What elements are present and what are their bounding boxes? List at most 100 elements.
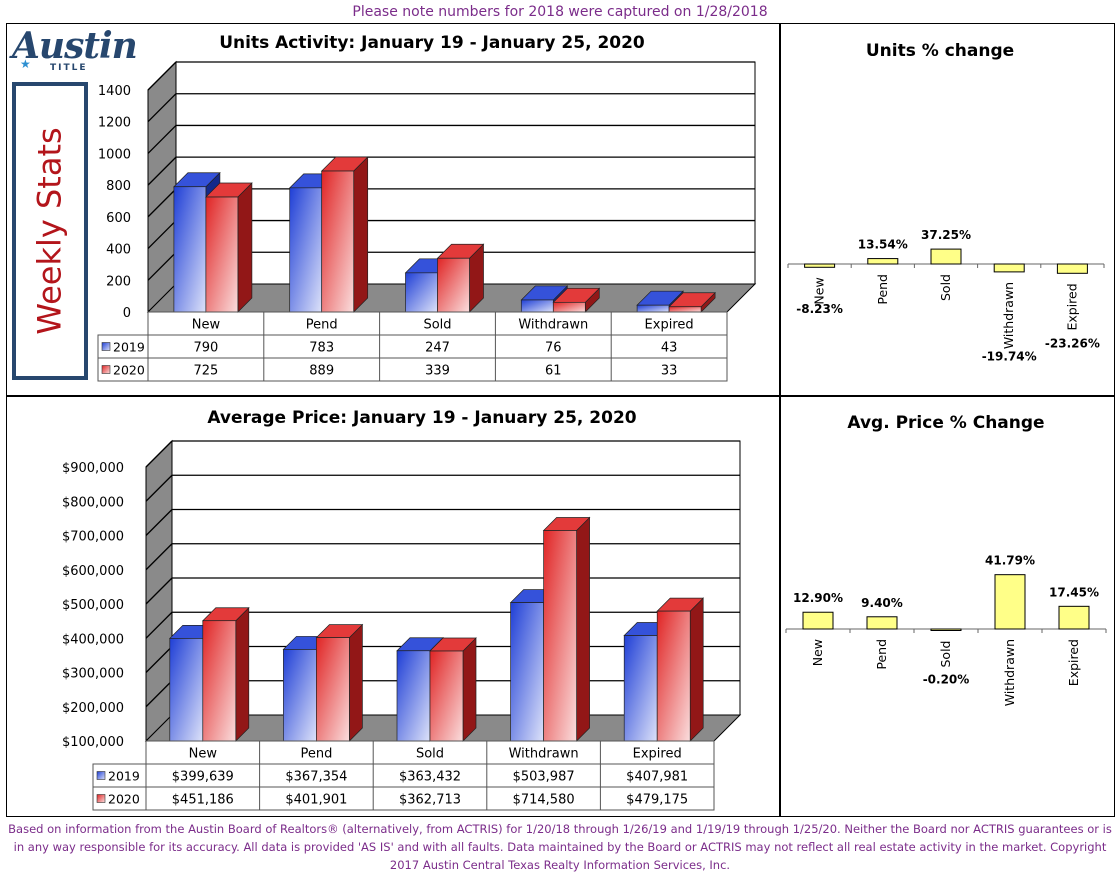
units-bar-2020 [321, 170, 355, 313]
price-bar-2020-side [689, 597, 704, 742]
price-category-label: Withdrawn [509, 747, 579, 762]
price-ytick: $400,000 [62, 632, 124, 647]
price-category-label: New [189, 747, 218, 762]
price-bar-2019 [623, 635, 658, 742]
units-gridline-side [147, 156, 177, 186]
units-legend-swatch [101, 365, 111, 374]
units-pct-category-label: Withdrawn [1001, 282, 1016, 349]
price-ytick: $100,000 [62, 735, 124, 750]
price-pct-value-label: 9.40% [861, 596, 903, 610]
units-category-label: Withdrawn [518, 318, 588, 333]
price-pct-value-label: 17.45% [1049, 585, 1099, 599]
units-legend-swatch [101, 342, 111, 351]
units-bar-2020 [552, 301, 586, 313]
price-bar-2019 [510, 602, 544, 742]
units-gridline-side [147, 188, 177, 218]
units-pct-bar [1056, 263, 1088, 274]
price-gridline-side [145, 474, 173, 502]
price-legend-swatch [96, 771, 106, 780]
units-ytick: 200 [106, 274, 131, 289]
units-table-cell: 33 [661, 364, 678, 379]
units-bar-2019 [173, 186, 207, 313]
price-gridline-side [145, 440, 173, 468]
units-pct-value-label: -8.23% [796, 302, 843, 316]
price-gridline-side [145, 646, 173, 673]
units-pct-value-label: 37.25% [921, 228, 971, 242]
price-table-cell: $362,713 [399, 793, 461, 808]
units-pct-panel [779, 23, 1115, 397]
units-bar-2019 [289, 187, 323, 313]
price-gridline-side [145, 680, 173, 708]
units-category-label: Pend [306, 318, 338, 333]
units-pct-bar [867, 258, 899, 265]
price-pct-value-label: 41.79% [985, 554, 1035, 568]
price-bar-2019 [396, 650, 431, 742]
units-pct-value-label: 13.54% [858, 238, 908, 252]
units-ytick: 800 [106, 179, 131, 194]
price-bar-2020 [316, 637, 350, 742]
disclaimer-footer: Based on information from the Austin Boa… [8, 822, 1112, 872]
price-pct-bar [1058, 605, 1090, 630]
price-bar-2020-side [576, 516, 590, 742]
price-table-cell: $451,186 [172, 793, 234, 808]
price-ytick: $700,000 [62, 530, 124, 545]
price-legend-swatch [96, 794, 106, 803]
units-bar-2019 [636, 304, 670, 313]
units-table-cell: 889 [309, 364, 334, 379]
units-pct-category-label: Expired [1064, 283, 1079, 330]
units-table-cell: 790 [193, 341, 218, 356]
units-legend-label: 2020 [113, 363, 145, 378]
price-table-cell: $503,987 [513, 770, 575, 785]
units-gridline-side [147, 124, 177, 154]
price-panel [6, 395, 781, 817]
price-pct-value-label: 12.90% [793, 591, 843, 605]
star-icon: ★ [20, 57, 31, 71]
price-legend-label: 2020 [108, 792, 140, 807]
price-bar-2020 [543, 530, 577, 742]
units-ytick: 600 [106, 211, 131, 226]
capture-note: Please note numbers for 2018 were captur… [352, 4, 768, 20]
price-ytick: $800,000 [62, 495, 124, 510]
units-table-cell: 247 [425, 341, 450, 356]
units-table-cell: 783 [309, 341, 334, 356]
logo-subtitle: TITLE [50, 63, 88, 73]
units-title: Units Activity: January 19 - January 25,… [219, 33, 645, 53]
units-gridline-side [147, 61, 177, 91]
units-legend-label: 2019 [113, 340, 145, 355]
units-side-wall [147, 60, 177, 314]
price-bar-2019 [283, 649, 317, 742]
price-ytick: $300,000 [62, 667, 124, 682]
units-gridline-side [147, 93, 177, 123]
price-ytick: $600,000 [62, 564, 124, 579]
units-ytick: 1000 [98, 147, 131, 162]
price-pct-category-label: Withdrawn [1002, 639, 1017, 706]
price-pct-panel [779, 395, 1115, 817]
price-pct-bar [994, 574, 1026, 630]
price-bar-2020-side [235, 606, 250, 742]
price-bar-2020 [429, 650, 464, 742]
price-table-cell: $714,580 [513, 793, 575, 808]
weekly-stats-frame [12, 82, 88, 380]
price-gridline-side [145, 543, 173, 571]
units-pct-bar [804, 263, 836, 268]
price-gridline-side [145, 509, 173, 536]
price-pct-title: Avg. Price % Change [847, 413, 1044, 433]
price-category-label: Pend [300, 747, 332, 762]
units-gridline-side [147, 220, 177, 250]
price-category-label: Sold [416, 747, 444, 762]
units-pct-category-label: Pend [875, 274, 890, 305]
units-category-label: New [192, 318, 221, 333]
price-category-label: Expired [633, 747, 682, 762]
price-table-cell: $407,981 [626, 770, 688, 785]
price-legend-label: 2019 [108, 769, 140, 784]
price-pct-category-label: Sold [938, 641, 953, 668]
units-bar-2020-side [237, 182, 253, 313]
units-pct-value-label: -19.74% [982, 350, 1037, 364]
price-bar-2020-side [462, 637, 477, 742]
units-bar-2020-side [353, 156, 369, 313]
price-pct-value-label: -0.20% [923, 672, 970, 686]
price-bar-2020 [202, 620, 237, 742]
units-table-cell: 339 [425, 364, 450, 379]
units-bar-2019 [520, 299, 554, 313]
